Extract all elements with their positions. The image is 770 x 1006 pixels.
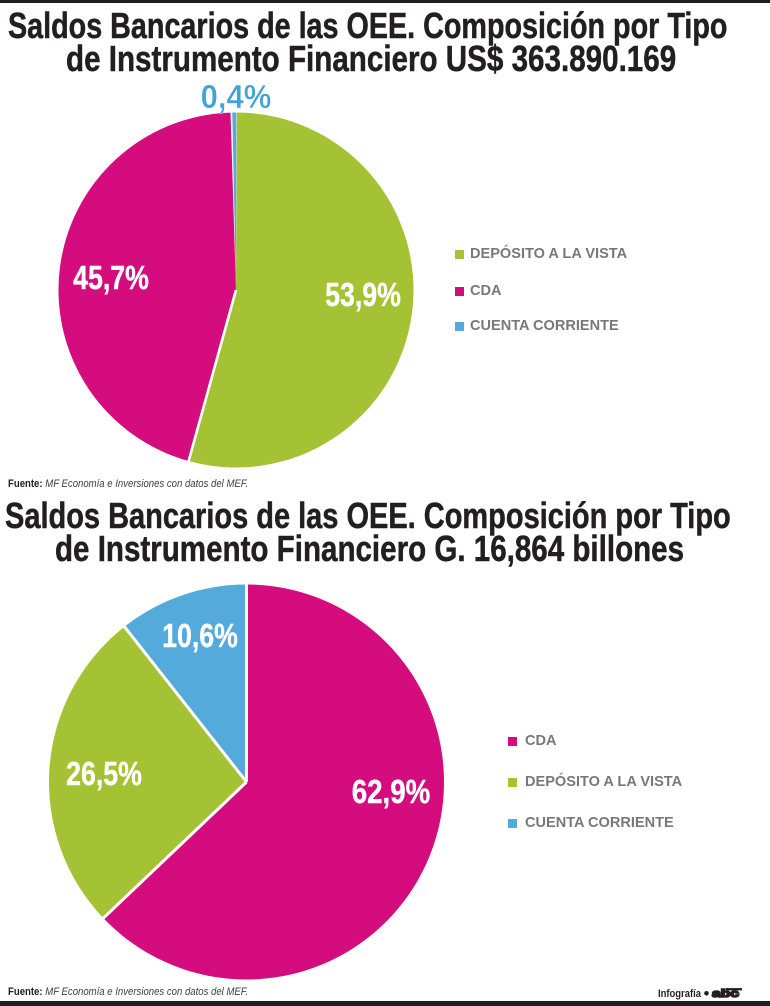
svg-text:Infografía: Infografía xyxy=(658,988,702,1000)
svg-text:abc: abc xyxy=(712,988,739,1000)
